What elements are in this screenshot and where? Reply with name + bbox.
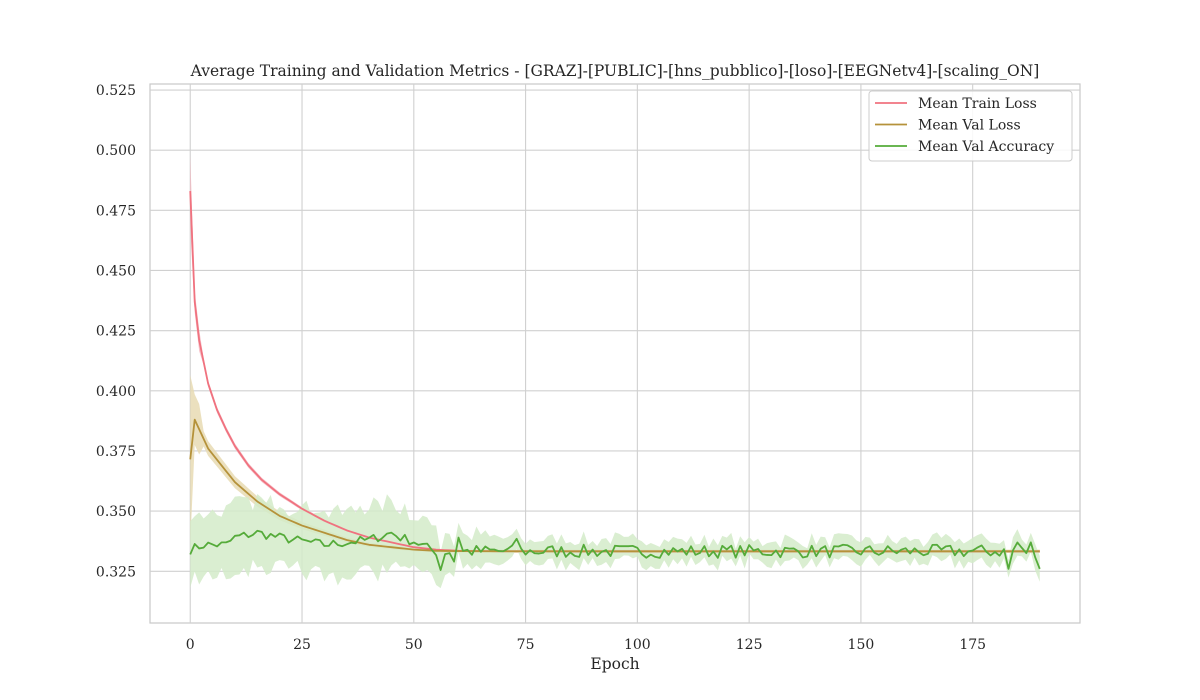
x-axis-ticks: 0 25 50 75 100 125 150 175 (186, 637, 986, 653)
x-axis-label: Epoch (590, 655, 639, 673)
y-tick-label: 0.425 (96, 324, 136, 340)
legend-label: Mean Train Loss (918, 96, 1037, 112)
y-tick-label: 0.325 (96, 564, 136, 580)
y-tick-label: 0.525 (96, 83, 136, 99)
y-tick-label: 0.450 (96, 263, 136, 279)
y-tick-label: 0.400 (96, 384, 136, 400)
band-mean-val-accuracy (190, 494, 1040, 589)
confidence-bands (190, 154, 1040, 589)
legend-label: Mean Val Accuracy (918, 139, 1054, 155)
chart-title: Average Training and Validation Metrics … (190, 62, 1040, 80)
y-tick-label: 0.375 (96, 444, 136, 460)
y-tick-label: 0.500 (96, 143, 136, 159)
legend: Mean Train Loss Mean Val Loss Mean Val Acc… (868, 90, 1073, 162)
y-tick-label: 0.475 (96, 203, 136, 219)
y-tick-label: 0.350 (96, 504, 136, 520)
y-axis-ticks: 0.325 0.350 0.375 0.400 0.425 0.450 0.475 0.500… (96, 83, 136, 580)
x-tick-label: 75 (517, 637, 535, 653)
x-tick-label: 150 (848, 637, 875, 653)
legend-box (868, 90, 1073, 162)
series-lines (189, 191, 1041, 571)
x-tick-label: 50 (405, 637, 423, 653)
legend-label: Mean Val Loss (918, 118, 1021, 134)
x-tick-label: 100 (624, 637, 651, 653)
x-tick-label: 175 (959, 637, 986, 653)
x-tick-label: 0 (186, 637, 195, 653)
line-mean-val-accuracy (189, 529, 1041, 571)
x-tick-label: 25 (293, 637, 311, 653)
x-tick-label: 125 (736, 637, 763, 653)
